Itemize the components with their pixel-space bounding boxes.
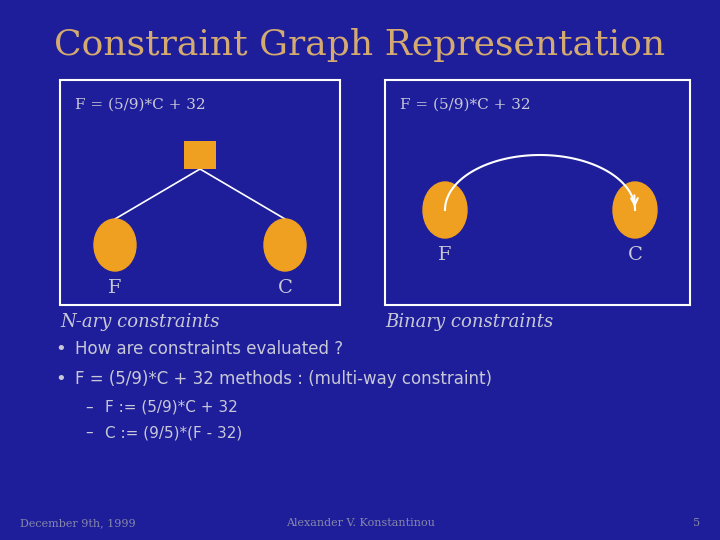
- Text: F: F: [438, 246, 451, 264]
- Bar: [385, 80, 690, 305]
- Text: –: –: [85, 400, 93, 415]
- Text: F = (5/9)*C + 32 methods : (multi-way constraint): F = (5/9)*C + 32 methods : (multi-way co…: [75, 370, 492, 388]
- Text: How are constraints evaluated ?: How are constraints evaluated ?: [75, 340, 343, 358]
- Text: •: •: [55, 370, 66, 388]
- Text: C: C: [278, 279, 292, 297]
- Ellipse shape: [94, 219, 136, 271]
- Text: F = (5/9)*C + 32: F = (5/9)*C + 32: [75, 98, 206, 112]
- Text: –: –: [85, 425, 93, 440]
- Ellipse shape: [423, 182, 467, 238]
- Bar: [184, 141, 216, 169]
- Text: C := (9/5)*(F - 32): C := (9/5)*(F - 32): [105, 425, 242, 440]
- Text: •: •: [55, 340, 66, 358]
- Text: 5: 5: [693, 518, 700, 528]
- Text: Alexander V. Konstantinou: Alexander V. Konstantinou: [286, 518, 434, 528]
- Text: Binary constraints: Binary constraints: [385, 313, 553, 331]
- Text: Constraint Graph Representation: Constraint Graph Representation: [55, 28, 665, 62]
- Bar: [60, 80, 340, 305]
- Text: C: C: [628, 246, 642, 264]
- Text: F: F: [108, 279, 122, 297]
- Ellipse shape: [613, 182, 657, 238]
- Text: N-ary constraints: N-ary constraints: [60, 313, 220, 331]
- Text: F := (5/9)*C + 32: F := (5/9)*C + 32: [105, 400, 238, 415]
- Ellipse shape: [264, 219, 306, 271]
- Text: December 9th, 1999: December 9th, 1999: [20, 518, 135, 528]
- Text: F = (5/9)*C + 32: F = (5/9)*C + 32: [400, 98, 531, 112]
